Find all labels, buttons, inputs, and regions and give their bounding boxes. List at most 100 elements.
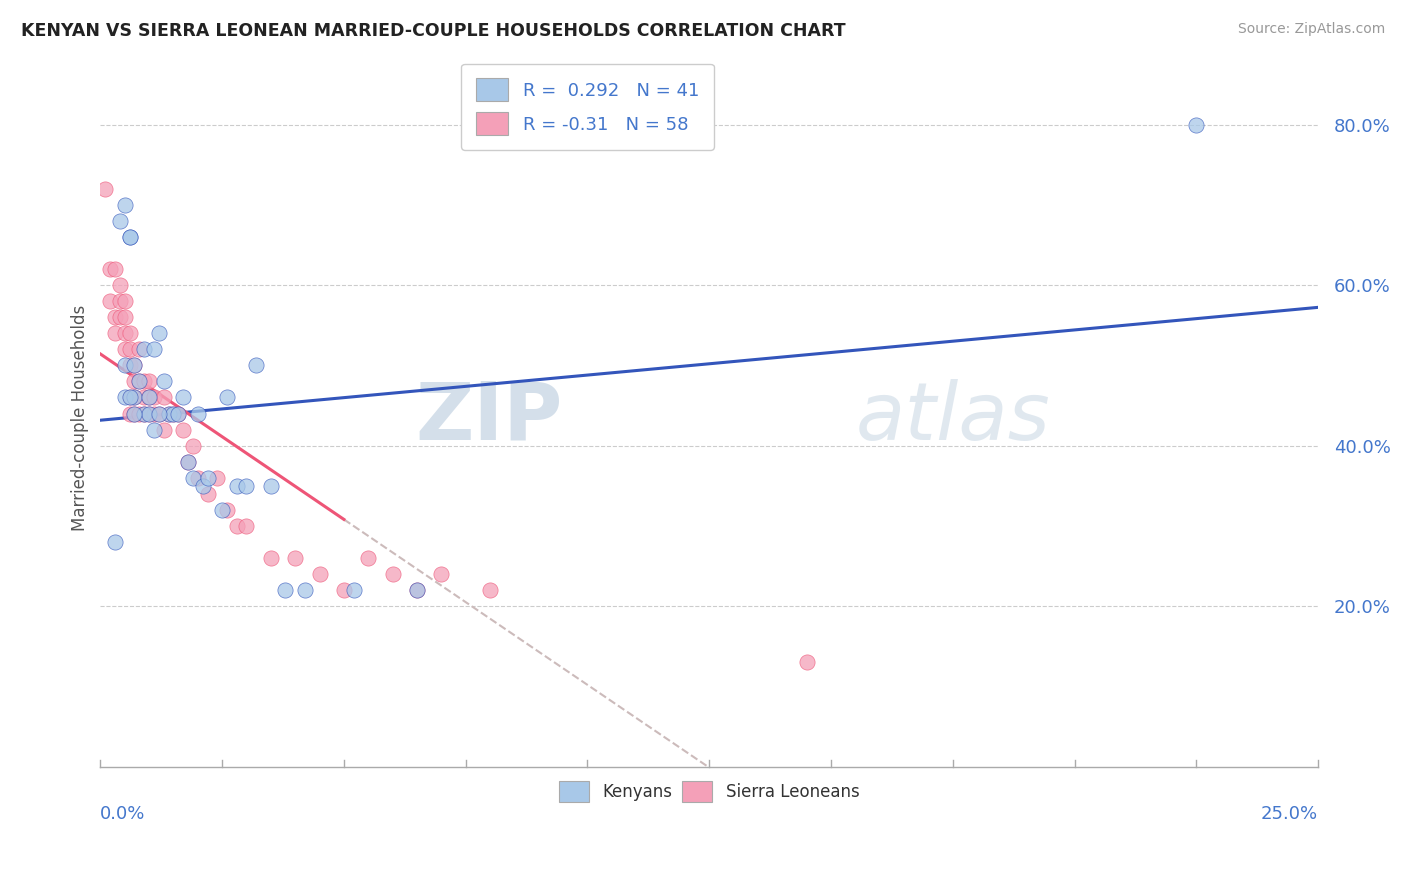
- Point: [187, 471, 209, 485]
- Point: [124, 391, 146, 405]
- Point: [152, 391, 174, 405]
- Point: [357, 551, 380, 566]
- Legend: Kenyans, Sierra Leoneans: Kenyans, Sierra Leoneans: [551, 772, 868, 811]
- Point: [134, 343, 156, 357]
- Point: [114, 391, 136, 405]
- Point: [406, 583, 429, 598]
- Point: [128, 375, 150, 389]
- Point: [284, 551, 307, 566]
- Point: [167, 407, 190, 421]
- Point: [152, 375, 174, 389]
- Point: [134, 375, 156, 389]
- Point: [207, 471, 229, 485]
- Point: [108, 294, 131, 309]
- Point: [157, 407, 180, 421]
- Point: [118, 391, 141, 405]
- Point: [177, 455, 200, 469]
- Point: [124, 407, 146, 421]
- Point: [138, 375, 160, 389]
- Point: [124, 375, 146, 389]
- Point: [128, 407, 150, 421]
- Text: 0.0%: 0.0%: [100, 805, 146, 823]
- Point: [94, 182, 117, 196]
- Point: [260, 551, 283, 566]
- Point: [118, 407, 141, 421]
- Point: [128, 375, 150, 389]
- Point: [104, 262, 127, 277]
- Point: [172, 423, 194, 437]
- Point: [108, 214, 131, 228]
- Point: [1185, 118, 1208, 132]
- Text: atlas: atlas: [855, 378, 1050, 457]
- Point: [157, 407, 180, 421]
- Point: [114, 326, 136, 341]
- Point: [215, 391, 238, 405]
- Point: [128, 343, 150, 357]
- Point: [167, 407, 190, 421]
- Point: [148, 407, 170, 421]
- Point: [333, 583, 356, 598]
- Text: Source: ZipAtlas.com: Source: ZipAtlas.com: [1237, 22, 1385, 37]
- Point: [197, 487, 219, 501]
- Point: [274, 583, 297, 598]
- Point: [148, 326, 170, 341]
- Point: [162, 407, 184, 421]
- Point: [343, 583, 366, 598]
- Point: [124, 359, 146, 373]
- Point: [235, 519, 257, 533]
- Point: [152, 423, 174, 437]
- Point: [142, 407, 165, 421]
- Point: [138, 391, 160, 405]
- Y-axis label: Married-couple Households: Married-couple Households: [72, 304, 89, 531]
- Point: [142, 423, 165, 437]
- Point: [235, 479, 257, 493]
- Point: [124, 407, 146, 421]
- Point: [108, 278, 131, 293]
- Point: [245, 359, 267, 373]
- Text: KENYAN VS SIERRA LEONEAN MARRIED-COUPLE HOUSEHOLDS CORRELATION CHART: KENYAN VS SIERRA LEONEAN MARRIED-COUPLE …: [21, 22, 846, 40]
- Point: [260, 479, 283, 493]
- Point: [134, 391, 156, 405]
- Point: [108, 310, 131, 325]
- Point: [138, 391, 160, 405]
- Point: [294, 583, 316, 598]
- Point: [114, 359, 136, 373]
- Point: [134, 407, 156, 421]
- Point: [187, 407, 209, 421]
- Point: [225, 479, 247, 493]
- Point: [142, 343, 165, 357]
- Point: [114, 343, 136, 357]
- Point: [177, 455, 200, 469]
- Point: [162, 407, 184, 421]
- Point: [225, 519, 247, 533]
- Point: [479, 583, 502, 598]
- Point: [118, 359, 141, 373]
- Text: 25.0%: 25.0%: [1261, 805, 1319, 823]
- Point: [98, 294, 121, 309]
- Point: [104, 326, 127, 341]
- Point: [118, 230, 141, 244]
- Point: [172, 391, 194, 405]
- Point: [118, 391, 141, 405]
- Point: [124, 359, 146, 373]
- Point: [796, 655, 818, 669]
- Point: [308, 567, 330, 582]
- Point: [381, 567, 404, 582]
- Point: [114, 198, 136, 212]
- Point: [215, 503, 238, 517]
- Point: [98, 262, 121, 277]
- Point: [430, 567, 453, 582]
- Point: [124, 391, 146, 405]
- Point: [118, 230, 141, 244]
- Point: [114, 294, 136, 309]
- Point: [104, 310, 127, 325]
- Point: [142, 391, 165, 405]
- Point: [138, 407, 160, 421]
- Point: [191, 479, 214, 493]
- Point: [148, 407, 170, 421]
- Point: [406, 583, 429, 598]
- Text: ZIP: ZIP: [416, 378, 564, 457]
- Point: [181, 471, 204, 485]
- Point: [138, 407, 160, 421]
- Point: [118, 326, 141, 341]
